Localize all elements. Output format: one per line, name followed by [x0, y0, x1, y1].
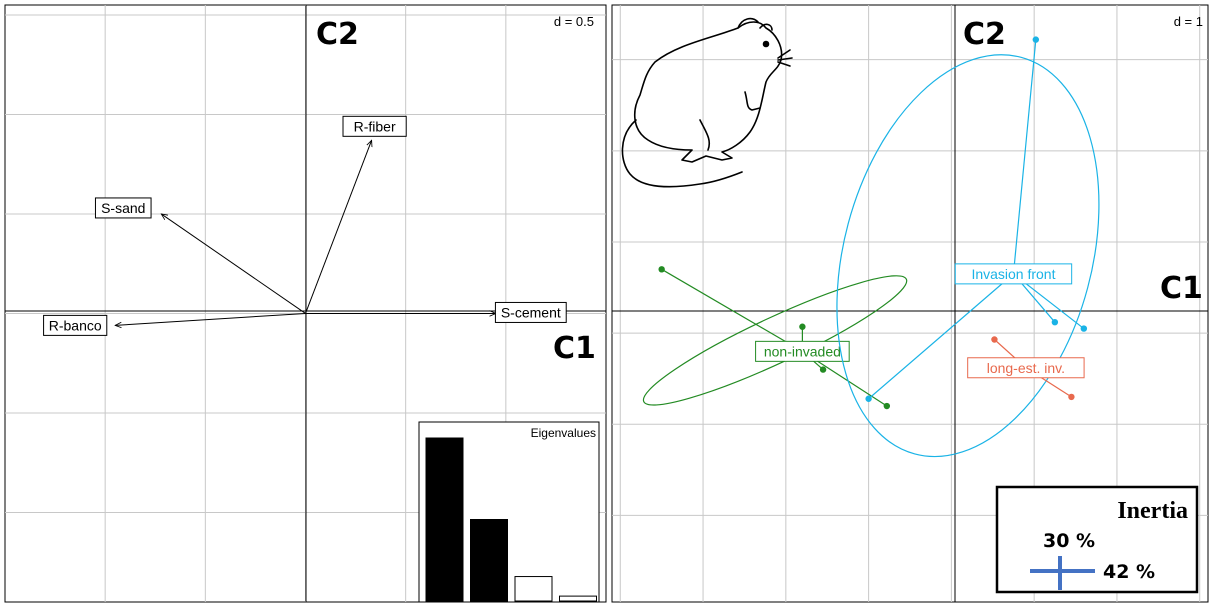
eigenvalue-bar-2	[470, 519, 508, 602]
inertia-legend: Inertia 30 % 42 %	[995, 485, 1199, 594]
group-invasion-front: Invasion front	[836, 36, 1100, 458]
eigenvalues-bars	[425, 437, 597, 602]
arrow-label-s-sand-text: S-sand	[101, 200, 145, 216]
arrow-label-s-cement-box	[494, 301, 567, 323]
group-label-invasion-front-text: Invasion front	[971, 266, 1055, 282]
arrow-label-r-banco-box	[43, 314, 108, 336]
group-label-invasion-front-box	[954, 263, 1073, 285]
point-invasion-front	[865, 395, 872, 402]
inertia-legend-frame	[995, 485, 1199, 594]
right-axis-label-c2: C2	[963, 17, 1006, 52]
right-groups: non-invaded Invasion front long-est. inv.	[642, 36, 1100, 458]
arrow-label-s-sand-box	[94, 197, 152, 219]
rat-illustration	[621, 17, 793, 188]
point-long-est-inv	[991, 336, 998, 343]
arrow-label-s-cement-text: S-cement	[501, 304, 561, 320]
inertia-axis1-value: 42 %	[1103, 561, 1155, 583]
arrow-label-r-fiber-text: R-fiber	[354, 118, 396, 134]
left-axis-label-c2: C2	[316, 17, 359, 52]
group-long-est-inv: long-est. inv.	[967, 336, 1085, 401]
spoke-non-invaded	[661, 268, 803, 352]
point-invasion-front	[1080, 325, 1088, 332]
point-non-invaded	[799, 323, 806, 330]
arrow-label-r-banco: R-banco	[43, 314, 108, 336]
point-long-est-inv	[1068, 393, 1075, 401]
right-scale-label: d = 1	[1174, 14, 1203, 29]
group-label-invasion-front: Invasion front	[954, 263, 1073, 285]
group-label-non-invaded: non-invaded	[755, 340, 850, 362]
point-invasion-front	[1032, 36, 1040, 43]
arrow-label-r-fiber: R-fiber	[342, 115, 407, 137]
eigenvalues-title: Eigenvalues	[531, 426, 596, 440]
inertia-title: Inertia	[1117, 498, 1188, 524]
ellipse-invasion-front	[836, 54, 1100, 458]
eigenvalue-bar-1	[425, 437, 464, 602]
arrow-s-sand	[161, 214, 306, 314]
point-non-invaded	[819, 366, 827, 373]
eigenvalue-bar-3	[514, 576, 553, 602]
arrow-label-s-cement: S-cement	[494, 301, 567, 323]
spoke-invasion-front	[1012, 39, 1037, 274]
right-axis-label-c1: C1	[1160, 271, 1203, 306]
inertia-axis2-value: 30 %	[1043, 530, 1095, 552]
group-label-long-est-inv: long-est. inv.	[967, 357, 1085, 379]
point-non-invaded	[883, 402, 891, 410]
group-label-non-invaded-box	[755, 340, 850, 362]
left-scale-label: d = 0.5	[554, 14, 594, 29]
left-axis-label-c1: C1	[553, 331, 596, 366]
point-non-invaded	[658, 266, 665, 273]
arrow-r-banco	[115, 312, 306, 325]
left-arrows: R-fiber S-sand S-cement R-banco	[43, 115, 567, 336]
arrow-label-s-sand: S-sand	[94, 197, 152, 219]
eigenvalue-bar-4	[559, 595, 597, 602]
group-label-long-est-inv-text: long-est. inv.	[987, 360, 1065, 376]
group-label-non-invaded-text: non-invaded	[764, 343, 841, 359]
arrow-r-fiber	[305, 140, 372, 314]
arrow-label-r-banco-text: R-banco	[49, 317, 102, 333]
spoke-invasion-front	[868, 273, 1014, 400]
eigenvalues-inset: Eigenvalues	[418, 421, 600, 603]
group-non-invaded: non-invaded	[642, 266, 908, 410]
point-invasion-front	[1051, 318, 1059, 326]
arrow-label-r-fiber-box	[342, 115, 407, 137]
group-label-long-est-inv-box	[967, 357, 1085, 379]
